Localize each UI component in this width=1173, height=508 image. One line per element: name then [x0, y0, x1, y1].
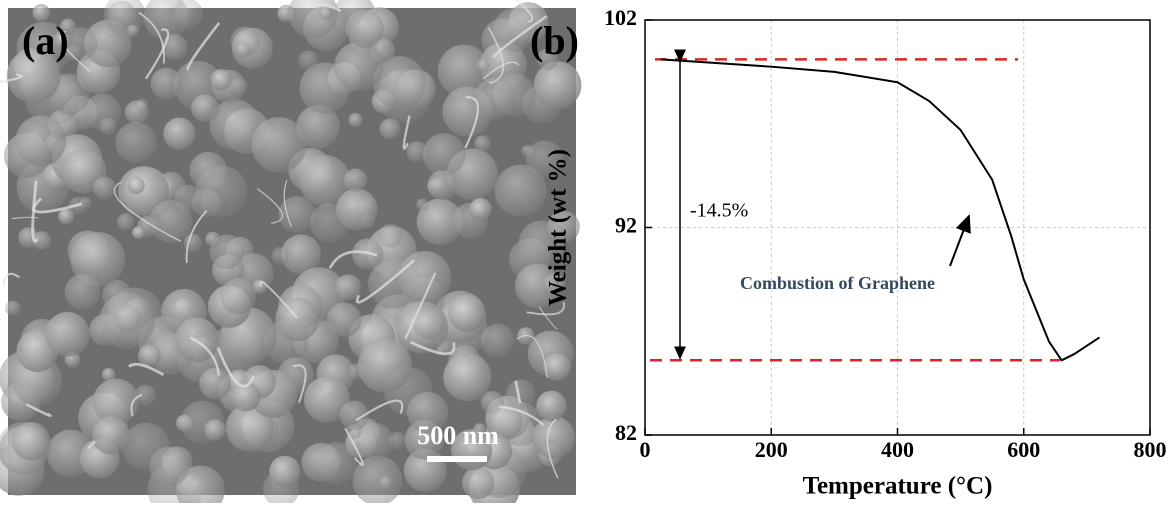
x-tick-label: 0: [640, 437, 651, 462]
x-tick-label: 600: [1007, 437, 1040, 462]
sem-grain: [127, 177, 144, 194]
sem-grain: [93, 177, 116, 200]
sem-grain: [204, 419, 226, 441]
sem-grain: [334, 42, 383, 91]
sem-grain: [346, 10, 384, 48]
sem-grain: [65, 274, 101, 310]
sem-grain: [299, 50, 319, 70]
sem-grain: [348, 113, 362, 127]
scale-bar: [427, 456, 487, 462]
annotation: -14.5%: [690, 200, 748, 222]
sem-grain: [344, 169, 367, 192]
sem-grain: [275, 297, 319, 341]
sem-grain: [462, 467, 494, 499]
sem-grain: [15, 116, 66, 167]
y-tick-label: 82: [615, 420, 637, 445]
sem-grain: [379, 476, 393, 490]
sem-grain: [448, 294, 485, 331]
sem-grain: [210, 69, 231, 90]
sem-grain: [474, 135, 490, 151]
page: {"image_panel": {"label": "(a)", "scale_…: [0, 0, 1173, 503]
sem-grain: [427, 170, 457, 200]
sem-grain: [416, 199, 428, 211]
sem-grain: [269, 456, 300, 487]
sem-grain: [199, 368, 231, 400]
sem-grain: [115, 122, 156, 163]
annotation: Combustion of Graphene: [740, 273, 935, 293]
sem-grain: [315, 442, 357, 484]
x-tick-label: 200: [755, 437, 788, 462]
sem-grain: [358, 339, 412, 393]
sem-grain: [271, 247, 289, 265]
sem-grain: [205, 232, 220, 247]
sem-grain: [443, 353, 491, 401]
sem-grain: [536, 391, 566, 421]
sem-grain: [151, 68, 183, 100]
sem-grain: [127, 25, 139, 37]
y-tick-label: 92: [615, 213, 637, 238]
annotation-arrow: [950, 216, 969, 266]
sem-grain: [100, 118, 117, 135]
sem-grain: [423, 133, 466, 176]
sem-grain: [12, 422, 50, 460]
sem-grain: [356, 423, 393, 460]
sem-grain: [117, 213, 134, 230]
sem-grain: [346, 424, 361, 439]
sem-grain: [92, 416, 130, 454]
sem-grain: [474, 78, 516, 120]
y-tick-label: 102: [604, 5, 637, 30]
sem-grain: [191, 94, 219, 122]
sem-grain: [196, 166, 248, 218]
figure: (a) 500 nm (b) 0 200 400 600 800 82 92 102 Tempe…: [0, 0, 1173, 503]
sem-grain: [135, 99, 149, 113]
x-tick-label: 800: [1134, 437, 1167, 462]
panel-label: (a): [22, 18, 69, 63]
sem-grain: [220, 278, 256, 314]
sem-grain: [476, 59, 489, 72]
sem-grain: [45, 312, 90, 357]
x-axis-label: Temperature (°C): [803, 473, 993, 500]
sem-grain: [336, 189, 378, 231]
sem-grain: [251, 117, 306, 172]
sem-grain: [327, 303, 362, 338]
x-tick-label: 400: [881, 437, 914, 462]
sem-grain: [481, 324, 515, 358]
sem-grain: [163, 117, 195, 149]
sem-grain: [534, 61, 582, 109]
scale-bar-label: 500 nm: [417, 421, 499, 450]
y-axis-label: Weight (wt %): [545, 149, 572, 306]
sem-grain: [469, 198, 491, 220]
panel-label: (b): [530, 18, 579, 63]
sem-grain: [378, 224, 402, 248]
sem-grain: [114, 305, 141, 332]
sem-grain: [319, 7, 332, 20]
sem-grain: [173, 0, 203, 29]
sem-grain: [132, 226, 145, 239]
sem-grain: [5, 300, 20, 315]
sem-grain: [149, 446, 189, 486]
sem-grain: [235, 42, 251, 58]
sem-grain: [58, 209, 74, 225]
